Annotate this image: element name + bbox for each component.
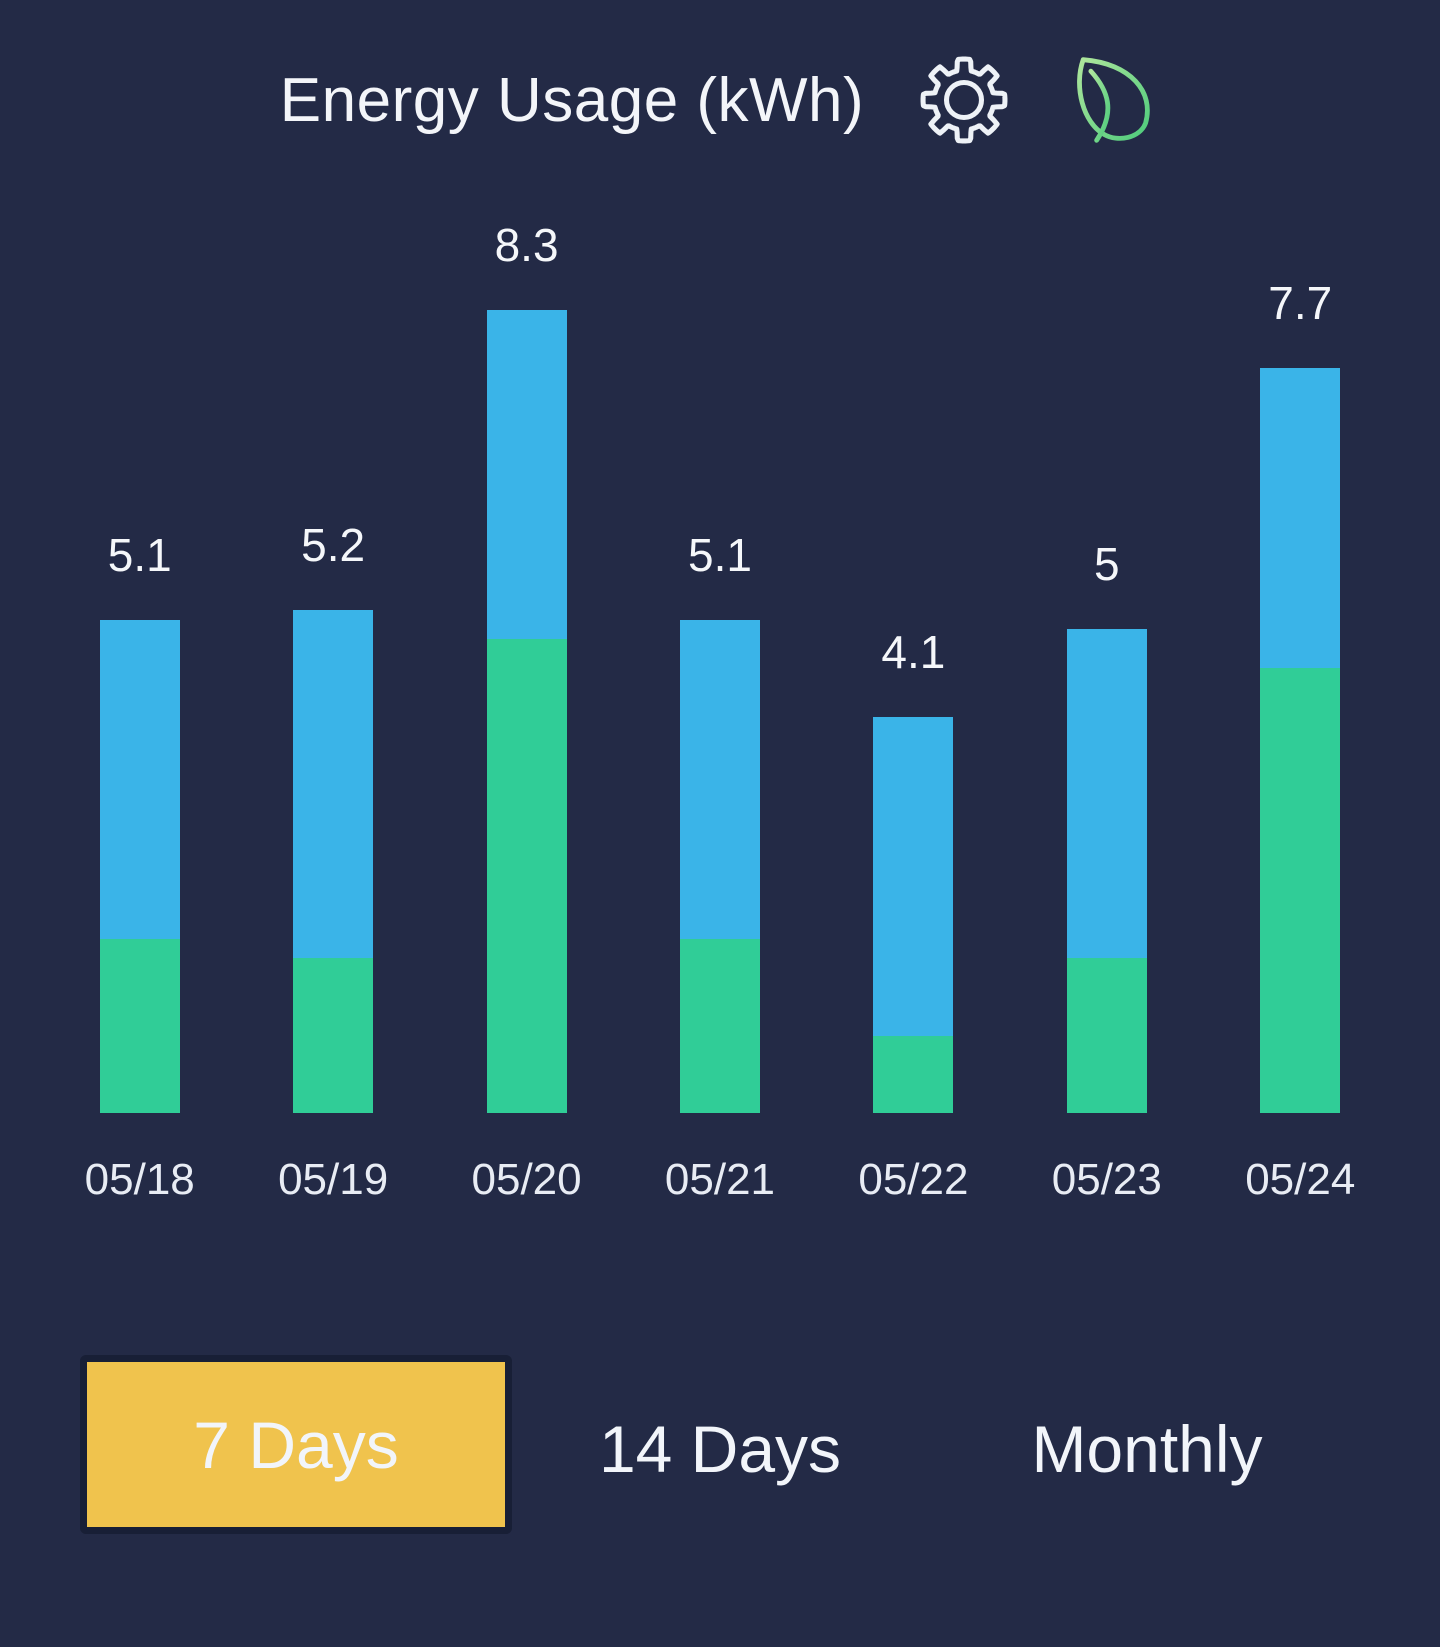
bar-column: 7.7 05/24 [1204,160,1397,1204]
range-7-days-button[interactable]: 7 Days [80,1355,512,1534]
x-axis-label: 05/18 [84,1155,195,1204]
bar-column: 5 05/23 [1010,160,1203,1204]
bar-column: 5.1 05/18 [43,160,236,1204]
x-axis-label: 05/23 [1051,1155,1162,1204]
bar-segment-blue [293,610,374,958]
bar-value-label: 4.1 [881,626,946,678]
bar-segment-green [1066,958,1147,1113]
bar-segment-blue [1066,629,1147,958]
x-axis-label: 05/24 [1245,1155,1356,1204]
x-axis-label: 05/21 [664,1155,776,1204]
leaf-vein [1088,68,1111,143]
bar-segment-blue [873,717,954,1036]
bar-segment-green [293,958,374,1113]
eco-leaf-icon[interactable] [1064,52,1160,148]
stacked-bar[interactable] [293,610,374,1113]
bar-segment-green [873,1036,954,1113]
bar-value-label: 7.7 [1268,277,1333,329]
bar-segment-blue [1260,368,1341,668]
stacked-bar[interactable] [679,620,760,1113]
bar-value-label: 5.1 [688,529,752,581]
bar-column: 4.1 05/22 [817,160,1010,1204]
bar-value-label: 5.2 [301,519,366,571]
header: Energy Usage (kWh) [0,52,1440,148]
stacked-bar[interactable] [1260,368,1341,1113]
stacked-bar[interactable] [873,717,954,1113]
settings-gear-icon[interactable] [918,54,1010,146]
bar-segment-green [1260,668,1341,1113]
bar-segment-blue [679,620,760,939]
bar-segment-green [99,939,180,1113]
bar-value-label: 8.3 [494,219,559,271]
x-axis-label: 05/19 [278,1155,389,1204]
page-title: Energy Usage (kWh) [279,65,865,135]
bar-value-label: 5 [1094,538,1120,590]
bar-segment-green [679,939,760,1113]
x-axis-label: 05/22 [858,1155,969,1204]
bar-column: 5.2 05/19 [236,160,429,1204]
range-monthly-button[interactable]: Monthly [1031,1412,1263,1486]
stacked-bar[interactable] [99,620,180,1113]
bar-segment-blue [99,620,180,939]
bar-column: 8.3 05/20 [430,160,623,1204]
x-axis-label: 05/20 [471,1155,582,1204]
gear-outline-path [920,56,1008,144]
leaf-body [1077,57,1150,141]
bar-value-label: 5.1 [107,529,172,581]
stacked-bar[interactable] [486,310,567,1113]
bar-chart: 5.1 05/18 5.2 05/19 8.3 05/20 5.1 05/21 4.1 05/22… [43,160,1397,1204]
bar-column: 5.1 05/21 [623,160,816,1204]
bar-segment-blue [486,310,567,639]
bar-segment-green [486,639,567,1113]
gear-hole [944,79,985,121]
stacked-bar[interactable] [1066,629,1147,1113]
range-14-days-button[interactable]: 14 Days [598,1412,842,1486]
